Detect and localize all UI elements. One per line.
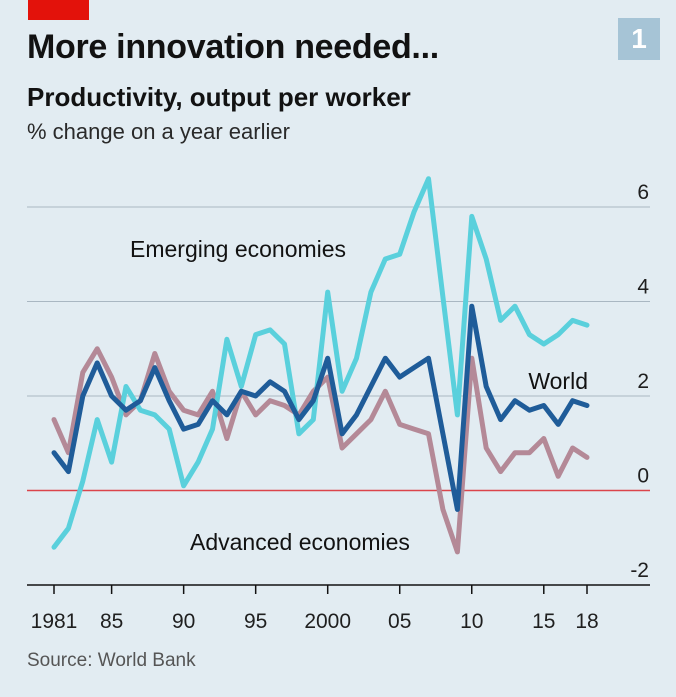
chart-subtitle: Productivity, output per worker (27, 82, 411, 112)
series-label-emerging-economies: Emerging economies (130, 236, 346, 262)
x-tick-label: 2000 (304, 610, 351, 633)
chart-unit: % change on a year earlier (27, 119, 290, 144)
series-label-advanced-economies: Advanced economies (190, 529, 410, 555)
x-tick-label: 05 (388, 610, 411, 633)
series-line-emerging-economies (51, 176, 590, 550)
axes: 6 4 2 0 -2 1981 85 90 95 2000 05 10 15 18 (27, 181, 650, 633)
y-tick-label: -2 (630, 559, 649, 582)
y-tick-label: 6 (637, 181, 649, 204)
series-lines (51, 176, 590, 555)
source-note: Source: World Bank (27, 650, 196, 671)
series-labels: Emerging economies World Advanced economie… (130, 236, 588, 555)
y-tick-label: 2 (637, 370, 649, 393)
brand-red-tag (28, 0, 89, 20)
x-tick-label: 95 (244, 610, 267, 633)
series-label-world: World (528, 368, 588, 394)
chart-number-badge: 1 (618, 18, 660, 60)
x-tick-label: 10 (460, 610, 483, 633)
y-tick-label: 0 (637, 465, 649, 488)
chart-title: More innovation needed... (27, 28, 439, 66)
x-tick-label: 1981 (31, 610, 78, 633)
x-tick-label: 85 (100, 610, 123, 633)
y-tick-label: 4 (637, 276, 649, 299)
x-tick-label: 15 (532, 610, 555, 633)
series-line-world (51, 303, 590, 512)
x-tick-label: 90 (172, 610, 195, 633)
x-tick-label: 18 (575, 610, 598, 633)
